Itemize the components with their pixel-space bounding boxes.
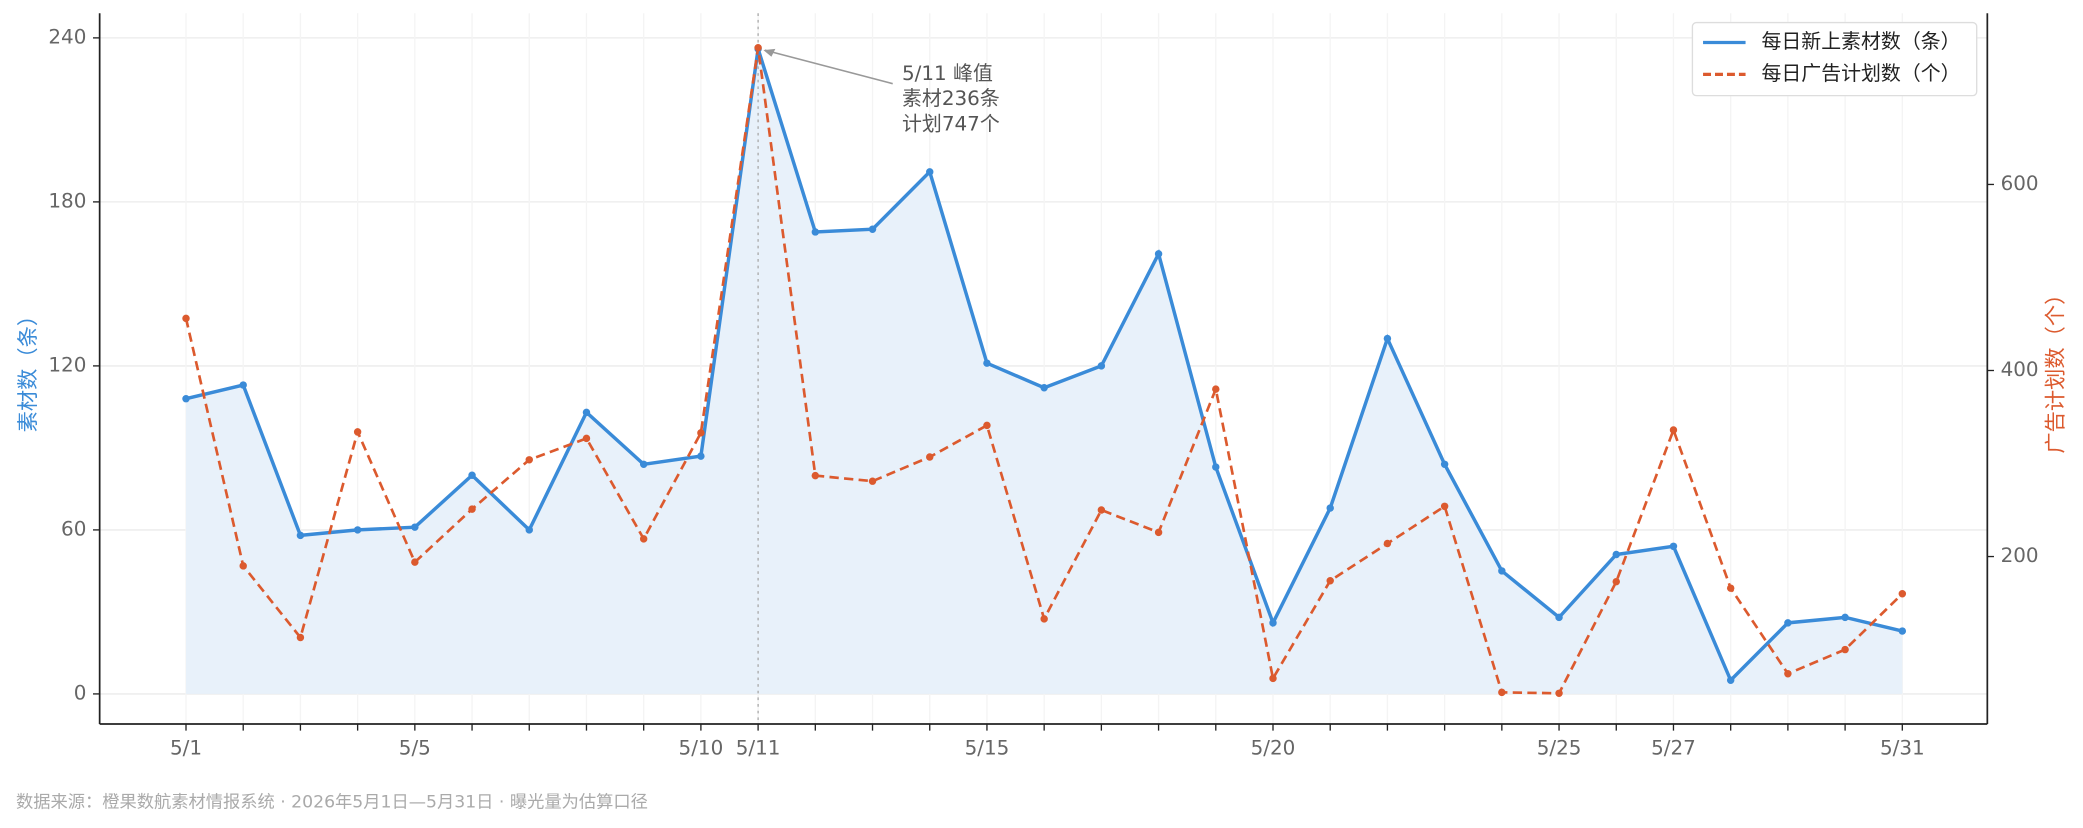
y-tick-label: 60	[61, 517, 86, 540]
point	[1898, 627, 1907, 635]
x-tick-label: 5/25	[1537, 737, 1582, 760]
legend-label: 每日广告计划数（个）	[1762, 62, 1961, 85]
annotation: 计划747个	[902, 112, 1000, 135]
point	[1212, 385, 1220, 393]
point	[182, 314, 190, 323]
point	[1669, 426, 1678, 434]
area	[186, 48, 1903, 694]
point	[1326, 577, 1334, 585]
point	[926, 168, 934, 176]
x-tick-label: 5/10	[679, 737, 724, 760]
point	[353, 526, 362, 534]
point	[1326, 504, 1334, 512]
x-tick-label: 5/31	[1880, 737, 1925, 760]
point	[1612, 550, 1620, 559]
point	[1440, 502, 1449, 511]
point	[582, 434, 591, 443]
point	[1154, 250, 1163, 258]
point	[525, 526, 533, 534]
point	[1669, 542, 1678, 551]
point	[468, 471, 476, 479]
point	[1555, 613, 1563, 622]
point	[697, 452, 705, 460]
point	[639, 460, 648, 469]
point	[1726, 584, 1735, 592]
point	[1154, 528, 1163, 537]
point	[926, 453, 934, 461]
point	[754, 43, 762, 52]
point	[1269, 674, 1277, 683]
point	[868, 225, 877, 233]
point	[868, 477, 877, 485]
x-tick-label: 5/11	[736, 737, 781, 760]
y2-axis-label: 广告计划数（个）	[2043, 284, 2068, 454]
point	[411, 523, 419, 531]
point	[1498, 688, 1506, 697]
x-tick-label: 5/20	[1251, 737, 1296, 760]
point	[639, 535, 648, 543]
point	[1269, 619, 1277, 627]
point	[1898, 590, 1907, 598]
y-axis-label: 素材数（条）	[16, 305, 41, 433]
point	[1498, 567, 1506, 575]
point	[1612, 577, 1620, 586]
x-tick-label: 5/27	[1651, 737, 1696, 760]
y2-tick-label: 200	[2001, 544, 2039, 567]
point	[239, 562, 247, 570]
legend-box	[1691, 21, 1978, 97]
y-tick-label: 180	[48, 189, 86, 212]
point	[182, 394, 190, 403]
x-tick-label: 5/1	[170, 737, 202, 760]
point	[1383, 539, 1392, 548]
point	[1841, 645, 1849, 654]
point	[1784, 670, 1792, 678]
point	[353, 428, 362, 436]
point	[1097, 362, 1106, 370]
point	[1040, 615, 1048, 623]
legend: 每日新上素材数（条） 每日广告计划数（个）	[1691, 21, 1978, 97]
point	[411, 558, 419, 566]
x-tick-label: 5/15	[965, 737, 1010, 760]
point	[296, 633, 305, 642]
arrow-head	[763, 48, 776, 57]
annotation: 素材236条	[902, 87, 1000, 110]
y2-tick-label: 600	[2001, 172, 2039, 195]
annotation-arrow	[764, 49, 893, 85]
x-tick-label: 5/5	[399, 737, 431, 760]
point	[983, 421, 991, 430]
point	[1097, 506, 1106, 514]
point	[1040, 384, 1048, 392]
point	[697, 429, 705, 437]
point	[1726, 676, 1735, 684]
point	[811, 471, 820, 480]
point	[1383, 334, 1392, 343]
y-tick-label: 240	[48, 25, 86, 48]
point	[983, 359, 991, 367]
point	[239, 381, 247, 389]
point	[811, 228, 820, 236]
point	[1555, 689, 1563, 698]
legend-label: 每日新上素材数（条）	[1762, 30, 1961, 53]
point	[1841, 613, 1849, 622]
point	[296, 531, 305, 540]
footnote: 数据来源：橙果数航素材情报系统 · 2026年5月1日—5月31日 · 曝光量为…	[16, 792, 648, 812]
point	[1440, 460, 1449, 469]
point	[1212, 463, 1220, 471]
point	[468, 505, 476, 513]
point	[1784, 619, 1792, 627]
point	[582, 408, 591, 417]
y2-tick-label: 400	[2001, 358, 2039, 381]
annotation: 5/11 峰值	[902, 62, 993, 85]
y-tick-label: 120	[48, 353, 86, 376]
point	[525, 456, 533, 464]
y-tick-label: 0	[74, 681, 87, 704]
